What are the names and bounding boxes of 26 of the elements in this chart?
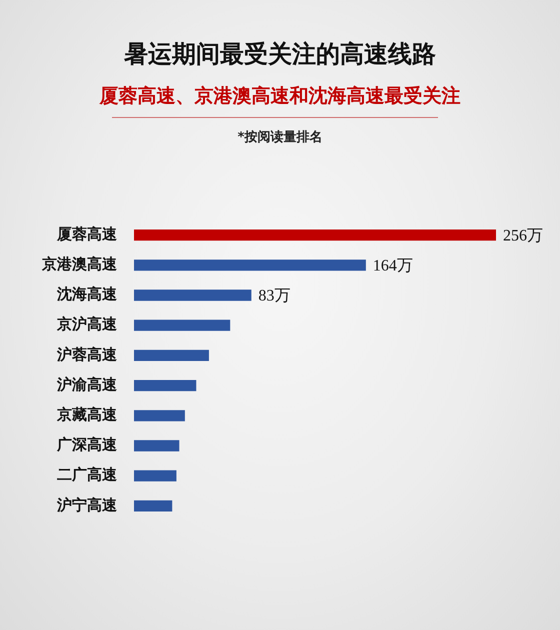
text: *按阅读量排名 <box>236 129 324 146</box>
bar <box>134 229 496 241</box>
data-label: 256万 <box>503 227 543 244</box>
bar <box>134 380 196 392</box>
y-tick-label: 京藏高速 <box>56 406 118 424</box>
y-tick-label: 厦蓉高速 <box>56 224 118 243</box>
y-tick-label: 沪蓉高速 <box>56 345 118 364</box>
y-tick-label: 沪渝高速 <box>56 375 118 394</box>
bar <box>134 320 230 331</box>
data-label: 83万 <box>258 287 290 304</box>
bar <box>134 440 180 452</box>
y-tick-label: 京沪高速 <box>56 315 118 334</box>
y-tick-label: 沈海高速 <box>56 285 118 304</box>
y-tick-label: 京港澳高速 <box>41 255 118 274</box>
y-tick-label: 广深高速 <box>56 436 118 454</box>
y-tick-label: 二广高速 <box>57 466 118 484</box>
y-tick-label: 沪宁高速 <box>56 496 118 514</box>
chart-title: 暑运期间最受关注的高速线路 <box>123 39 437 70</box>
bar <box>134 290 252 301</box>
bar <box>134 260 366 271</box>
bar <box>134 500 172 512</box>
chart-subtitle: 厦蓉高速、京港澳高速和沈海高速最受关注 <box>98 84 462 109</box>
bar <box>134 410 185 422</box>
data-label: 164万 <box>372 257 413 274</box>
bar <box>134 350 209 362</box>
bar <box>134 470 176 482</box>
